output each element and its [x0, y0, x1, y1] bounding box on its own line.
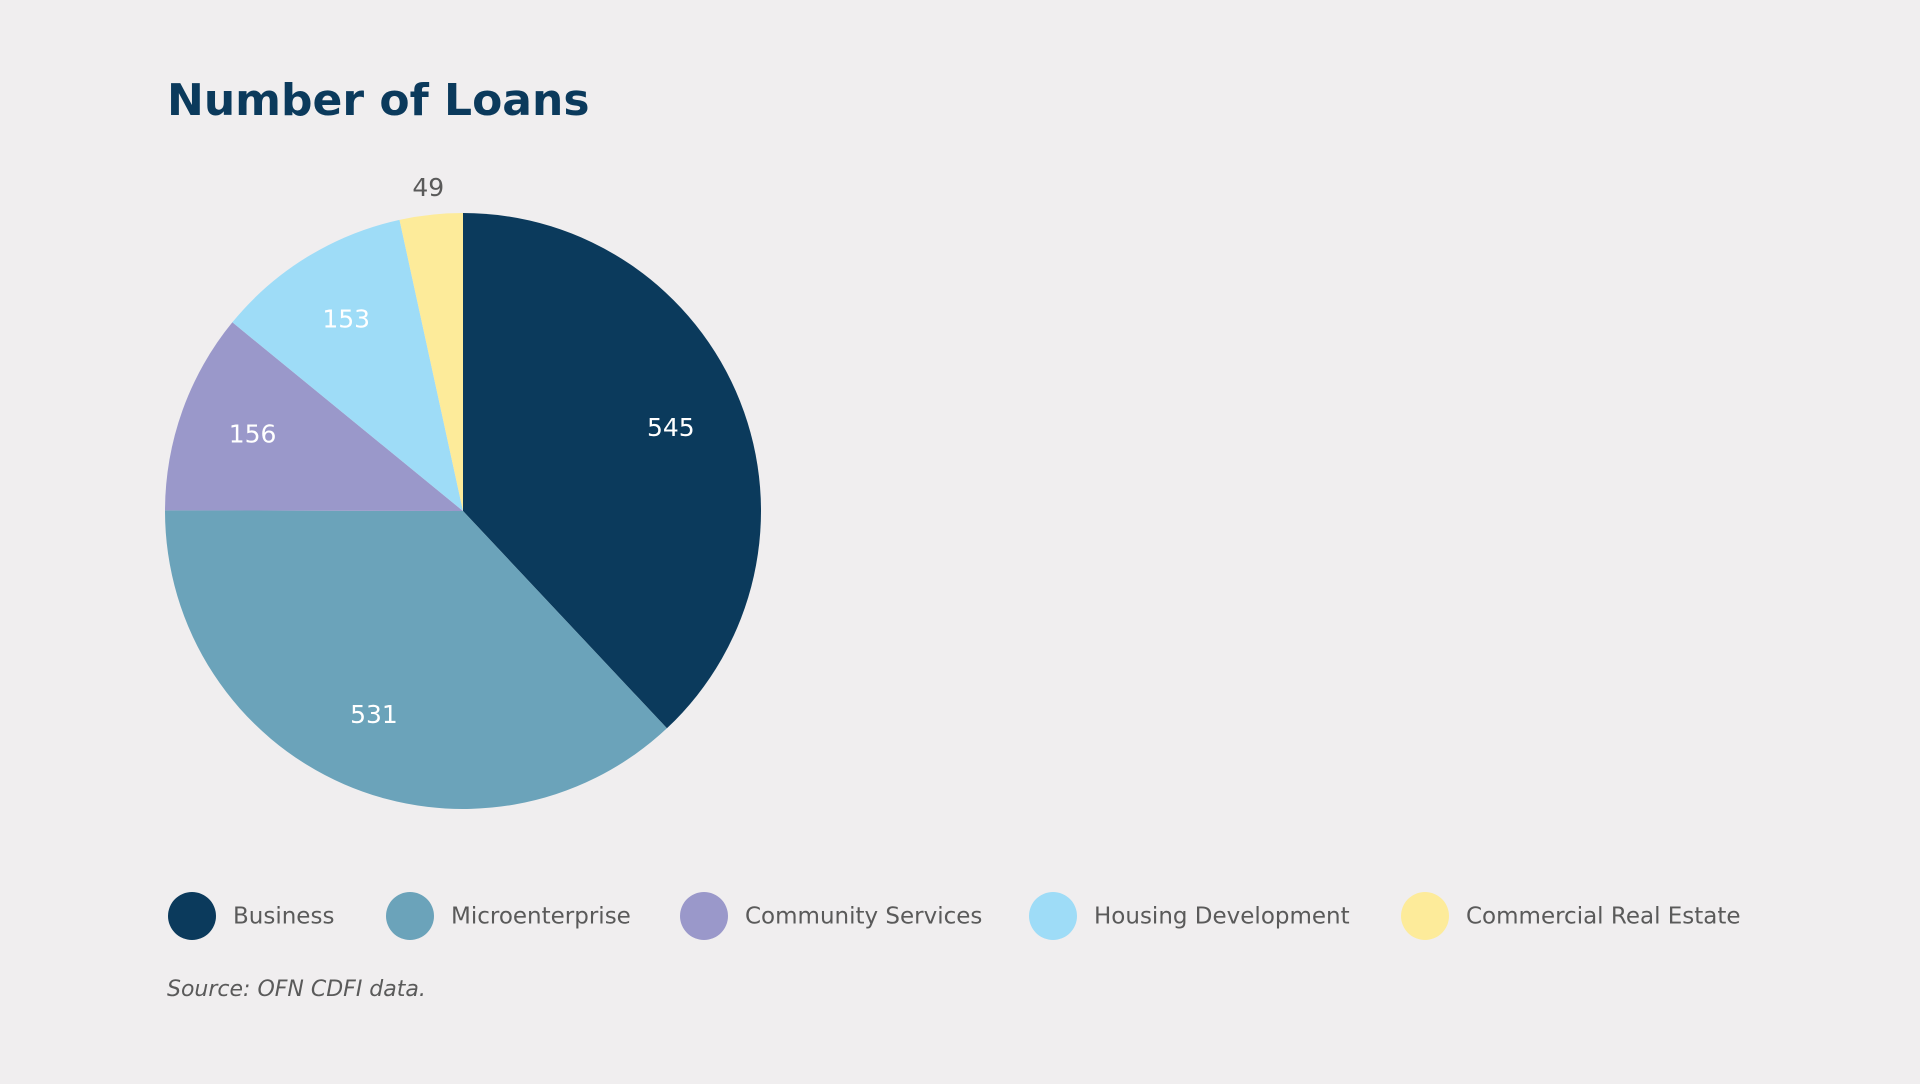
data-label: 153: [322, 304, 370, 333]
legend-swatch: [386, 892, 434, 940]
data-label: 156: [229, 420, 277, 449]
legend-swatch: [1401, 892, 1449, 940]
legend-swatch: [168, 892, 216, 940]
legend-label: Microenterprise: [451, 904, 631, 930]
pie-slice: [463, 213, 761, 729]
legend-label: Commercial Real Estate: [1466, 904, 1741, 930]
pie-slice: [399, 213, 463, 511]
legend-label: Business: [233, 904, 334, 930]
chart-title: Number of Loans: [167, 75, 590, 126]
legend-label: Community Services: [745, 904, 982, 930]
legend-swatch: [1029, 892, 1077, 940]
legend-swatch: [680, 892, 728, 940]
legend-label: Housing Development: [1094, 904, 1350, 930]
pie-slice: [165, 322, 463, 511]
data-label: 545: [647, 413, 695, 442]
data-label: 531: [350, 700, 398, 729]
source-note: Source: OFN CDFI data.: [167, 977, 426, 1002]
pie-slice: [165, 510, 667, 809]
data-label: 49: [412, 173, 444, 202]
pie-slice: [232, 219, 463, 512]
